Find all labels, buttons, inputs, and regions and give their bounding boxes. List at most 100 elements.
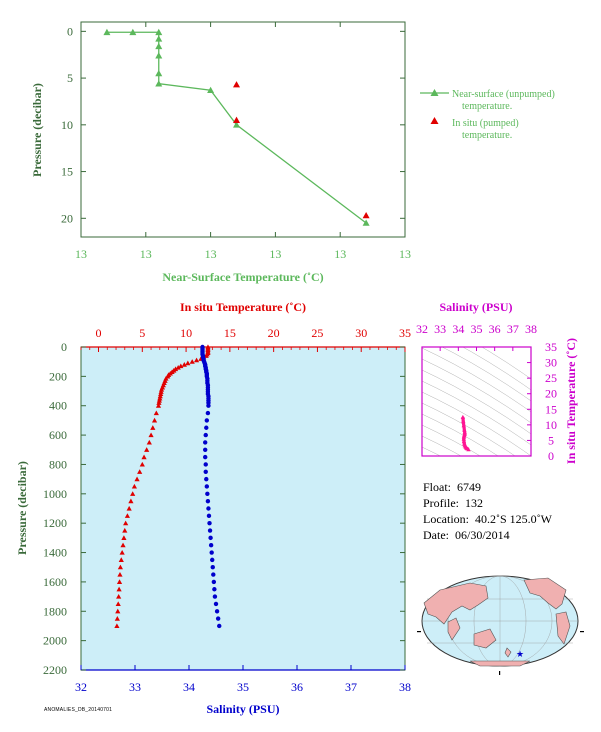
y-tick-label: 400 (49, 399, 67, 413)
density-contour (422, 413, 499, 456)
y-tick-label: 5 (67, 71, 73, 85)
density-contour (481, 347, 531, 380)
temperature-point (122, 527, 128, 533)
legend-line-1: Near-surface (unpumped) (452, 89, 555, 100)
salinity-point (204, 425, 209, 430)
data-point (362, 219, 370, 226)
float-label: Float: (423, 480, 452, 494)
temperature-point (189, 359, 195, 364)
x-tick-label: 13 (75, 247, 87, 261)
salinity-tick-label: 35 (237, 680, 249, 694)
profile-temperature-label: In situ Temperature (˚C) (180, 300, 306, 314)
salinity-tick-label: 34 (183, 680, 195, 694)
temp-tick-label: 25 (311, 326, 323, 340)
density-contour (422, 347, 531, 413)
temperature-point (118, 557, 124, 562)
profile-y-ticks: 0 200 400 600 800 1000 1200 1400 1600 1800 2000 220… (43, 340, 405, 677)
ts-y-tick-label: 0 (548, 449, 554, 463)
salinity-point (203, 469, 208, 474)
temp-tick-label: 5 (139, 326, 145, 340)
y-tick-label: 15 (61, 165, 73, 179)
ts-y-tick-label: 30 (545, 356, 557, 370)
y-tick-label: 600 (49, 428, 67, 442)
density-contour (441, 347, 531, 402)
temperature-point (124, 513, 131, 518)
temperature-point (185, 360, 191, 366)
temperature-point (119, 549, 125, 555)
salinity-tick-label: 32 (75, 680, 87, 694)
temperature-point (120, 542, 126, 548)
ts-x-tick-label: 36 (489, 322, 501, 336)
density-contour (422, 402, 516, 456)
temperature-point (153, 410, 159, 416)
salinity-point (206, 403, 211, 408)
temperature-point (116, 586, 122, 592)
ts-x-tick-label: 32 (416, 322, 428, 336)
temperature-point (117, 571, 123, 577)
near-surface-y-ticks: 0 5 10 15 20 (61, 24, 405, 225)
temperature-point (144, 447, 150, 452)
temp-tick-label: 35 (399, 326, 411, 340)
ts-y-tick-label: 5 (548, 433, 554, 447)
temperature-point (116, 579, 123, 584)
temperature-point (155, 403, 162, 408)
salinity-point (203, 462, 208, 467)
temperature-point (115, 608, 121, 614)
profile-value: 132 (465, 496, 483, 510)
date-label: Date: (423, 528, 449, 542)
float-info: Float: 6749 Profile: 132 Location: 40.2˚… (423, 479, 552, 543)
temperature-point (158, 391, 164, 397)
density-contour (422, 358, 531, 424)
profile-label: Profile: (423, 496, 459, 510)
temperature-point (137, 469, 143, 474)
date-row: Date: 06/30/2014 (423, 527, 552, 543)
x-tick-label: 13 (205, 247, 217, 261)
data-point (233, 116, 241, 123)
salinity-point (214, 609, 220, 614)
x-tick-label: 13 (334, 247, 346, 261)
salinity-point (212, 587, 217, 592)
data-point (233, 121, 241, 128)
salinity-point (211, 572, 216, 577)
ts-density-contours (422, 347, 531, 456)
temperature-point (130, 491, 136, 496)
salinity-point (217, 623, 222, 629)
legend-triangle-pumped (430, 117, 439, 124)
ts-marks (460, 414, 471, 452)
y-tick-label: 1600 (43, 575, 67, 589)
ts-x-ticks: 32 33 34 35 36 37 38 (416, 322, 537, 351)
ts-x-tick-label: 33 (434, 322, 446, 336)
temperature-point (150, 425, 156, 430)
data-point (362, 212, 370, 219)
near-surface-marks (103, 28, 370, 226)
x-tick-label: 13 (140, 247, 152, 261)
legend-line-2: temperature. (462, 130, 512, 141)
salinity-point (208, 543, 214, 548)
map-edge-markers (417, 631, 584, 675)
density-contour (462, 347, 531, 391)
location-value: 40.2˚S 125.0˚W (474, 512, 552, 526)
float-row: Float: 6749 (423, 479, 552, 495)
salinity-point (205, 491, 210, 497)
salinity-point (212, 594, 218, 599)
data-point (129, 28, 137, 36)
x-tick-label: 13 (269, 247, 281, 261)
x-tick-label: 13 (399, 247, 411, 261)
salinity-point (203, 440, 208, 445)
location-row: Location: 40.2˚S 125.0˚W (423, 511, 552, 527)
temperature-point (175, 364, 181, 370)
ts-y-label: In situ Temperature (˚C) (564, 338, 578, 464)
near-surface-legend: Near-surface (unpumped) temperature. In s… (420, 89, 555, 141)
temperature-point (146, 439, 152, 445)
salinity-point (207, 520, 212, 526)
ts-y-tick-label: 35 (545, 340, 557, 354)
temperature-point (139, 461, 145, 467)
data-point (207, 86, 215, 94)
y-tick-label: 1200 (43, 516, 67, 530)
y-tick-label: 2000 (43, 634, 67, 648)
temperature-point (148, 432, 154, 438)
y-tick-label: 1800 (43, 604, 67, 618)
profile-y-label: Pressure (decibar) (15, 461, 29, 555)
legend-triangle-unpumped (430, 89, 439, 96)
temperature-point (131, 483, 138, 489)
